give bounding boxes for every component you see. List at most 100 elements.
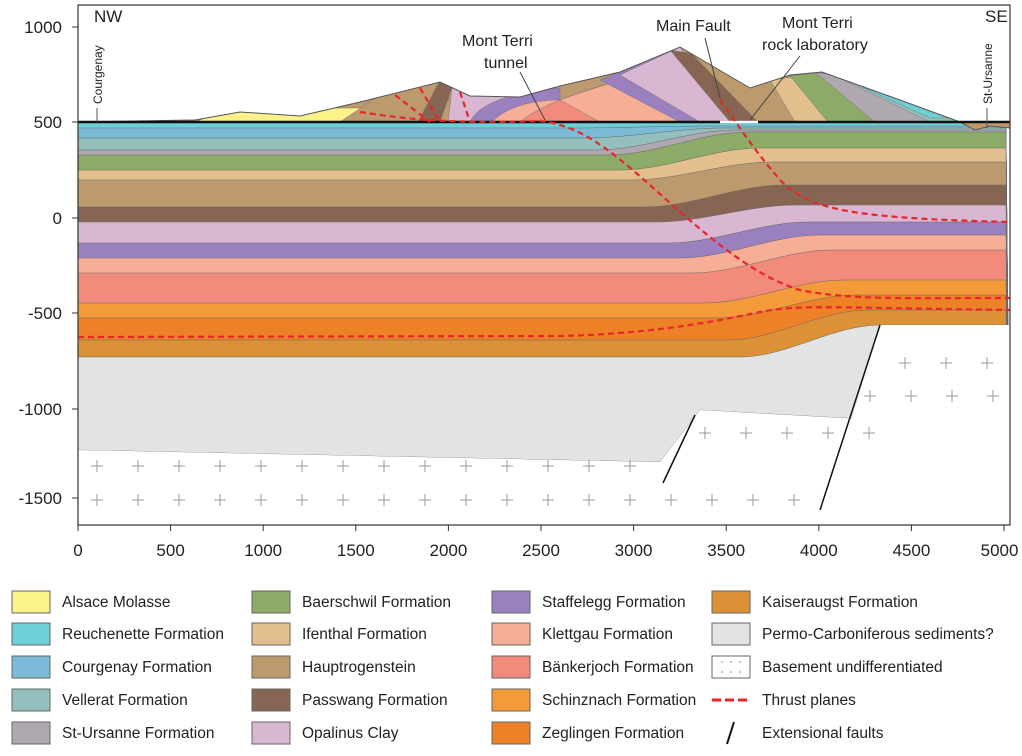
- legend-dot: [730, 671, 732, 673]
- basement-mark: [460, 460, 472, 472]
- legend-item: Bänkerjoch Formation: [491, 655, 694, 679]
- y-tick-label: 0: [53, 209, 62, 228]
- layer-basement: [78, 340, 1010, 525]
- basement-mark: [583, 460, 595, 472]
- thrust-planes: [77, 87, 1011, 339]
- legend-item: Staffelegg Formation: [491, 590, 686, 614]
- legend-item: Ifenthal Formation: [251, 622, 427, 646]
- extensional-fault-2: [819, 324, 881, 511]
- legend-label: Alsace Molasse: [62, 594, 171, 611]
- basement-mark: [173, 460, 185, 472]
- basement-mark: [378, 460, 390, 472]
- legend-swatch: [11, 622, 51, 646]
- legend-swatch: [491, 721, 531, 745]
- basement-mark: [864, 390, 876, 402]
- x-tick-label: 1500: [337, 541, 375, 560]
- legend-item: Thrust planes: [712, 692, 856, 709]
- legend-swatch: [11, 655, 51, 679]
- basement-mark: [542, 494, 554, 506]
- basement-mark: [91, 460, 103, 472]
- tunnel-label-2: tunnel: [484, 55, 528, 72]
- legend-swatch: [491, 622, 531, 646]
- x-tick-label: 3500: [707, 541, 745, 560]
- x-tick-label: 0: [73, 541, 82, 560]
- extensional-faults: [662, 324, 881, 511]
- legend-label: Vellerat Formation: [62, 692, 188, 709]
- legend-item: Zeglingen Formation: [491, 721, 684, 745]
- legend-item: Courgenay Formation: [11, 655, 212, 679]
- rock-lab-leader: [749, 55, 801, 121]
- legend-label: Thrust planes: [762, 692, 856, 709]
- legend-label: Schinznach Formation: [542, 692, 696, 709]
- legend-label: Courgenay Formation: [62, 659, 212, 676]
- basement-mark: [337, 494, 349, 506]
- thrust-plane-main: [359, 110, 1011, 300]
- x-tick-label: 500: [156, 541, 184, 560]
- legend-swatch: [491, 655, 531, 679]
- legend-label: Bänkerjoch Formation: [542, 659, 694, 676]
- basement-mark: [296, 494, 308, 506]
- legend-label: Staffelegg Formation: [542, 594, 686, 611]
- basement-mark: [419, 494, 431, 506]
- x-axis: 0 500 1000 1500 2000 2500 3000 3500 4000 4500 5000…: [73, 525, 1022, 560]
- legend-item: Passwang Formation: [251, 688, 448, 712]
- basement-mark: [501, 494, 513, 506]
- legend-swatch: [11, 721, 51, 745]
- legend-swatch: [491, 688, 531, 712]
- legend-item: Hauptrogenstein: [251, 655, 416, 679]
- legend-dot: [721, 661, 723, 663]
- courgenay-label: Courgenay: [91, 45, 105, 104]
- legend-swatch: [726, 721, 735, 745]
- basement-mark: [255, 494, 267, 506]
- legend-label: Ifenthal Formation: [302, 626, 427, 643]
- legend-label: Kaiseraugst Formation: [762, 594, 918, 611]
- basement-mark: [624, 460, 636, 472]
- legend-item: St-Ursanne Formation: [11, 721, 214, 745]
- basement-mark: [91, 494, 103, 506]
- main-fault-label: Main Fault: [656, 18, 731, 35]
- basement-mark: [419, 460, 431, 472]
- y-axis: 1000 500 0 -500 -1000 -1500: [19, 18, 78, 508]
- legend-swatch: [251, 688, 291, 712]
- legend-swatch: [711, 655, 751, 679]
- legend-item: Vellerat Formation: [11, 688, 188, 712]
- legend-dot: [739, 671, 741, 673]
- rock-lab-label: Mont Terri: [782, 15, 853, 32]
- layer-basement-se: [820, 325, 1010, 525]
- se-label: SE: [985, 7, 1008, 26]
- legend-dot: [739, 661, 741, 663]
- basement-mark: [788, 494, 800, 506]
- legend-item: Klettgau Formation: [491, 622, 673, 646]
- legend-item: Alsace Molasse: [11, 590, 171, 614]
- basement-mark: [781, 427, 793, 439]
- legend-item: Extensional faults: [726, 721, 884, 745]
- tunnel-label: Mont Terri: [462, 33, 533, 50]
- basement-mark: [905, 390, 917, 402]
- legend-label: Hauptrogenstein: [302, 659, 416, 676]
- legend-swatch: [491, 590, 531, 614]
- legend-label: Extensional faults: [762, 725, 884, 742]
- x-tick-label: 2500: [522, 541, 560, 560]
- basement-mark: [337, 460, 349, 472]
- legend-label: Permo-Carboniferous sediments?: [762, 626, 994, 643]
- y-tick-label: 1000: [24, 18, 62, 37]
- x-tick-label: 2000: [429, 541, 467, 560]
- legend-item: Baerschwil Formation: [251, 590, 451, 614]
- tunnel-leader: [519, 71, 546, 121]
- basement-mark: [981, 357, 993, 369]
- legend-item: Opalinus Clay: [251, 721, 399, 745]
- plot-frame: [77, 4, 1011, 526]
- basement-cross-marks: [91, 357, 999, 506]
- thrust-plane-minor-2: [419, 87, 441, 123]
- x-tick-label: 4500: [892, 541, 930, 560]
- basement-mark: [173, 494, 185, 506]
- legend: Alsace Molasse Reuchenette Formation Courg…: [11, 590, 994, 745]
- basement-mark: [740, 427, 752, 439]
- basement-mark: [624, 494, 636, 506]
- basement-mark: [699, 427, 711, 439]
- basement-mark: [132, 494, 144, 506]
- x-tick-label: 1000: [244, 541, 282, 560]
- nw-label: NW: [94, 7, 122, 26]
- legend-item: Schinznach Formation: [491, 688, 696, 712]
- basement-mark: [255, 460, 267, 472]
